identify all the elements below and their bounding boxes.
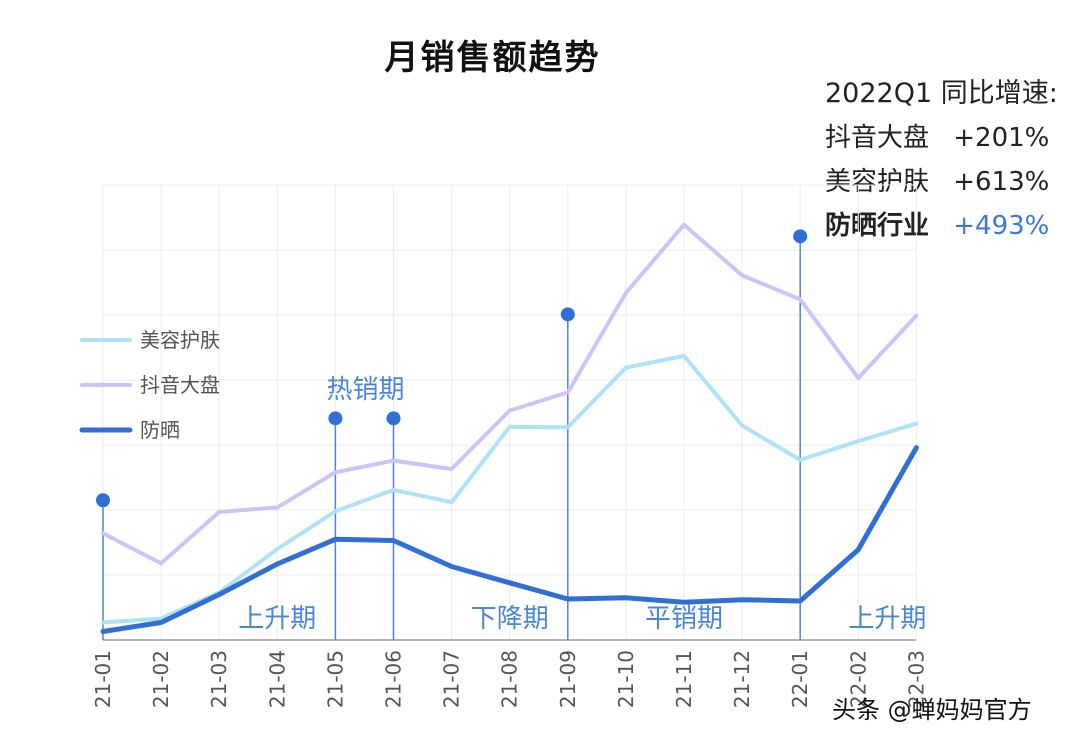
series-lines	[100, 222, 919, 634]
phase-label: 上升期	[848, 604, 926, 634]
x-tick-label: 21-10	[614, 650, 638, 708]
x-tick-label: 21-06	[382, 650, 406, 708]
x-tick-label: 21-04	[265, 650, 289, 708]
marker-lines	[102, 236, 801, 640]
stat-row-beauty: 美容护肤 +613%	[825, 160, 1058, 204]
phase-labels: 上升期 下降期 平销期 上升期 热销期	[238, 375, 926, 634]
marker-dot	[560, 307, 575, 322]
legend-label: 抖音大盘	[140, 373, 220, 397]
series-line	[101, 353, 919, 625]
stat-value-highlight: +493%	[953, 211, 1050, 241]
x-tick-label: 22-03	[904, 650, 928, 708]
series-line	[100, 445, 919, 634]
growth-stats: 2022Q1 同比增速: 抖音大盘 +201% 美容护肤 +613% 防晒行业 …	[825, 72, 1058, 248]
stat-value: +613%	[953, 167, 1050, 197]
watermark: 头条 @蝉妈妈官方	[832, 696, 1032, 724]
legend-label: 防晒	[140, 418, 180, 442]
peak-label: 热销期	[326, 375, 404, 405]
marker-dot	[328, 411, 343, 426]
phase-label: 平销期	[645, 604, 723, 634]
x-tick-label: 21-11	[672, 650, 696, 708]
chart-title: 月销售额趋势	[384, 38, 601, 78]
phase-label: 下降期	[471, 604, 549, 634]
stat-name: 防晒行业	[825, 211, 930, 241]
x-tick-label: 22-01	[788, 650, 812, 708]
x-tick-label: 22-02	[846, 650, 870, 708]
x-tick-label: 21-01	[91, 650, 115, 708]
marker-dot	[96, 493, 110, 508]
marker-dot	[386, 411, 401, 426]
x-tick-label: 21-03	[207, 650, 231, 708]
stat-name: 抖音大盘	[825, 123, 930, 153]
x-tick-label: 21-09	[556, 650, 580, 708]
stat-row-sunscreen: 防晒行业 +493%	[825, 204, 1058, 248]
stat-name: 美容护肤	[825, 167, 930, 197]
marker-dot	[793, 229, 808, 244]
phase-label: 上升期	[238, 604, 316, 634]
stat-value: +201%	[953, 123, 1050, 153]
legend-label: 美容护肤	[140, 328, 220, 352]
series-line	[101, 222, 919, 566]
x-tick-label: 21-07	[440, 650, 464, 708]
stats-heading: 2022Q1 同比增速:	[825, 78, 1058, 109]
x-tick-label: 21-08	[498, 650, 522, 708]
x-tick-label: 21-02	[149, 650, 173, 708]
stat-row-douyin: 抖音大盘 +201%	[825, 116, 1058, 160]
markers	[96, 229, 808, 508]
x-tick-label: 21-05	[323, 650, 347, 708]
x-tick-labels: 21-01 21-02 21-03 21-04 21-05 21-06 21-07 21-08…	[91, 650, 928, 708]
x-tick-label: 21-12	[730, 650, 754, 708]
